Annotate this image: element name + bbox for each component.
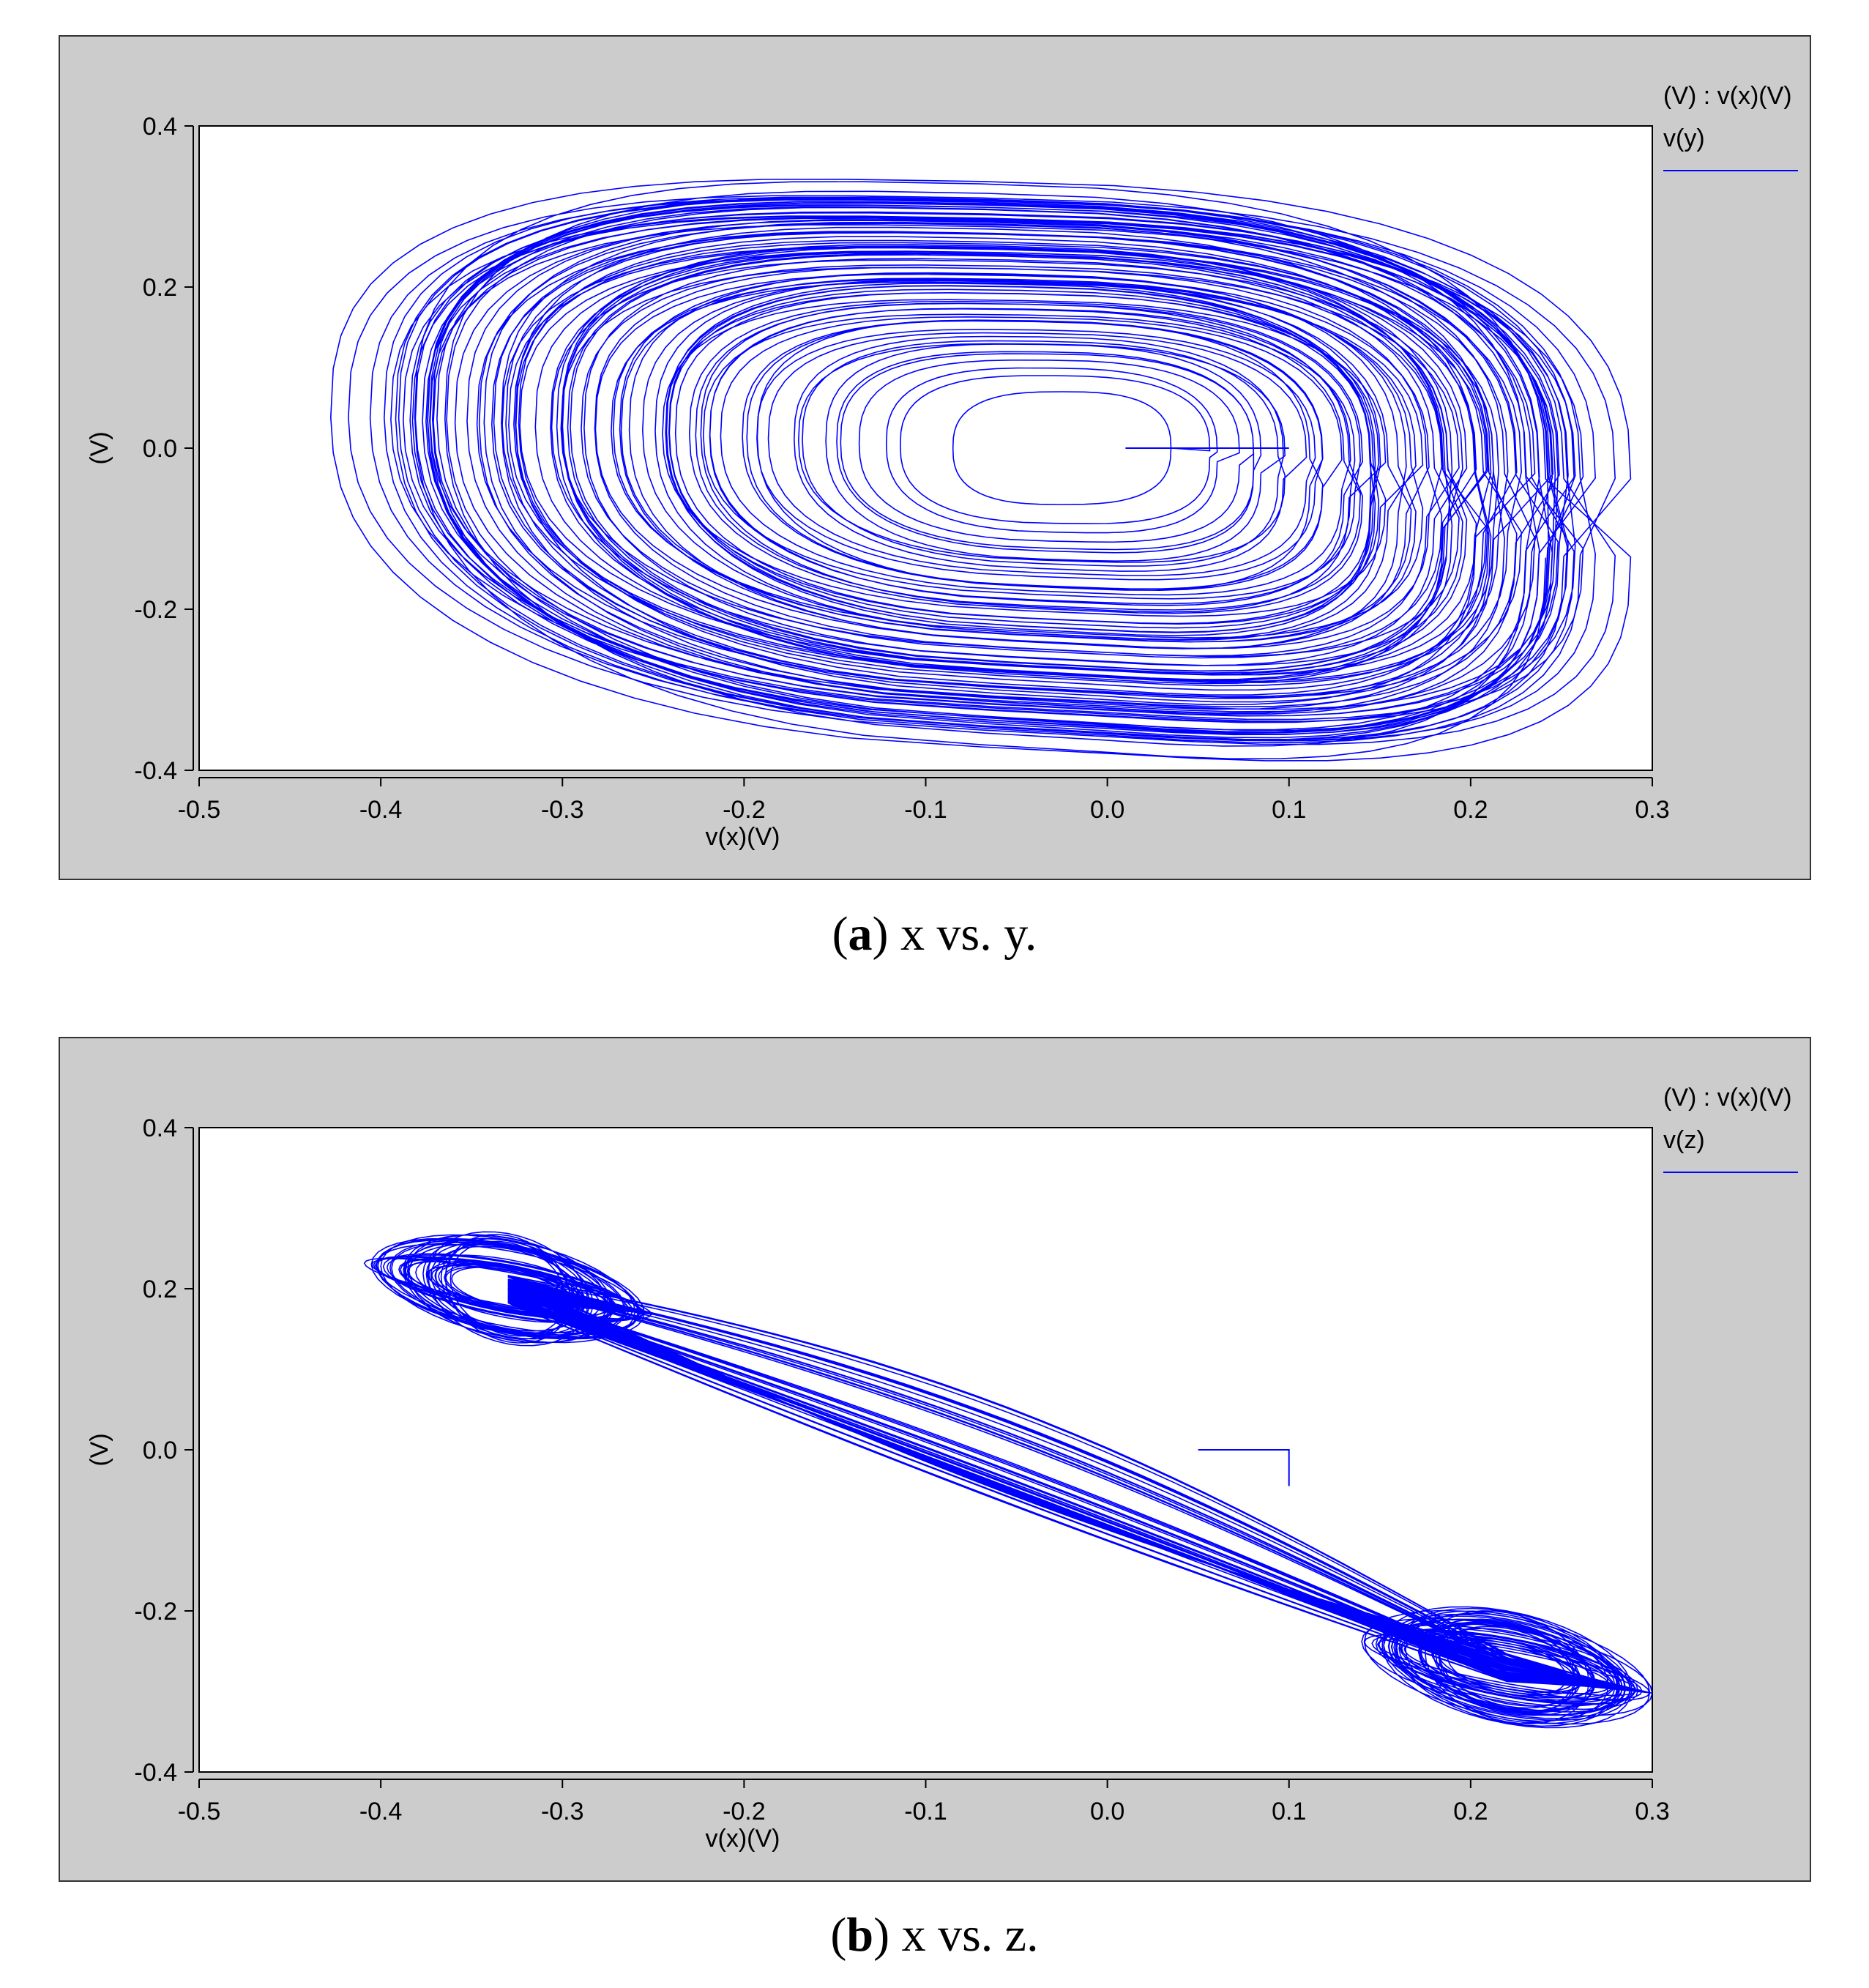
legend-series-a: v(y) xyxy=(1663,124,1705,152)
x-tick-label: -0.3 xyxy=(541,796,584,824)
x-tick-label: 0.2 xyxy=(1453,1798,1488,1825)
x-tick-label: 0.1 xyxy=(1272,1798,1306,1825)
x-tick-label: -0.3 xyxy=(541,1798,584,1825)
x-tick-label: 0.1 xyxy=(1272,796,1306,824)
caption-b: (b) x vs. z. xyxy=(830,1908,1039,1962)
legend-series-b: v(z) xyxy=(1663,1126,1705,1154)
plot-panel-a: -0.5 -0.4 -0.3 -0.2 -0.1 0.0 0.1 0.2 0.3 -0.4 -0.2… xyxy=(59,35,1811,880)
y-axis-label: (V) xyxy=(86,1433,113,1466)
trace-group xyxy=(329,179,1632,762)
legend-line-b xyxy=(1663,1172,1798,1173)
y-tick-label: 0.2 xyxy=(143,274,177,302)
y-tick-label: 0.0 xyxy=(143,1437,177,1464)
x-axis-label: v(x)(V) xyxy=(706,1825,780,1853)
y-tick-label: -0.4 xyxy=(134,757,177,785)
plot-panel-b: -0.5 -0.4 -0.3 -0.2 -0.1 0.0 0.1 0.2 0.3 -0.4 -0.2… xyxy=(59,1037,1811,1882)
caption-a: (a) x vs. y. xyxy=(832,907,1037,961)
y-axis-label: (V) xyxy=(86,431,113,464)
trace-start xyxy=(1198,1449,1290,1486)
y-tick-label: -0.4 xyxy=(134,1759,177,1787)
x-tick-label: 0.3 xyxy=(1635,796,1669,824)
x-tick-label: 0.0 xyxy=(1090,1798,1124,1825)
trace-group xyxy=(363,1231,1652,1729)
caption-b-label: b xyxy=(846,1908,874,1962)
caption-a-text: x vs. y. xyxy=(900,907,1037,961)
x-tick-label: -0.1 xyxy=(904,796,947,824)
x-tick-label: 0.2 xyxy=(1453,796,1488,824)
caption-b-text: x vs. z. xyxy=(901,1908,1039,1962)
x-tick-label: 0.3 xyxy=(1635,1798,1669,1825)
legend-header-a: (V) : v(x)(V) xyxy=(1663,82,1792,110)
x-tick-label: -0.1 xyxy=(904,1798,947,1825)
x-tick-label: -0.4 xyxy=(359,796,403,824)
y-tick-label: -0.2 xyxy=(134,1598,177,1626)
x-axis-label: v(x)(V) xyxy=(706,823,780,851)
x-tick-label: -0.5 xyxy=(178,796,221,824)
y-tick-label: 0.0 xyxy=(143,435,177,463)
x-tick-label: -0.4 xyxy=(359,1798,403,1825)
legend-header-b: (V) : v(x)(V) xyxy=(1663,1084,1792,1112)
y-tick-label: -0.2 xyxy=(134,596,177,624)
y-tick-label: 0.4 xyxy=(143,113,177,141)
trace-path xyxy=(363,1231,1652,1729)
x-tick-label: -0.2 xyxy=(723,796,766,824)
y-tick-label: 0.4 xyxy=(143,1114,177,1142)
y-tick-label: 0.2 xyxy=(143,1276,177,1303)
chart-a: -0.5 -0.4 -0.3 -0.2 -0.1 0.0 0.1 0.2 0.3-0.4-0.2… xyxy=(86,113,1670,851)
trace-path xyxy=(329,179,1632,762)
legend-line-a xyxy=(1663,170,1798,171)
caption-a-label: a xyxy=(848,907,873,961)
x-tick-label: -0.2 xyxy=(723,1798,766,1825)
x-tick-label: 0.0 xyxy=(1090,796,1124,824)
chart-b: -0.5 -0.4 -0.3 -0.2 -0.1 0.0 0.1 0.2 0.3-0.4-0.2… xyxy=(86,1114,1670,1853)
x-tick-label: -0.5 xyxy=(178,1798,221,1825)
